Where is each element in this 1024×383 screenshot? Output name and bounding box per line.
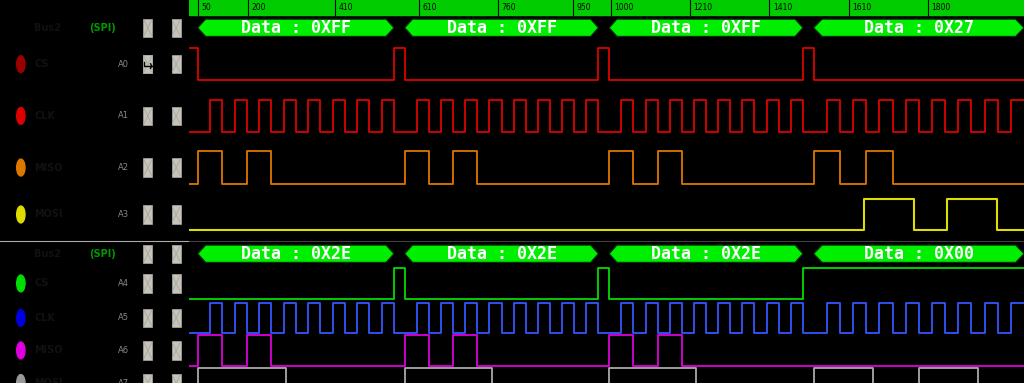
Text: Data : 0X2E: Data : 0X2E — [446, 245, 557, 263]
Text: Data : 0XFF: Data : 0XFF — [241, 19, 351, 37]
Bar — [143, 55, 153, 73]
Text: CS: CS — [34, 278, 48, 288]
Text: MOSI: MOSI — [34, 210, 62, 219]
Circle shape — [16, 275, 25, 292]
Text: Data : 0X00: Data : 0X00 — [864, 245, 974, 263]
Circle shape — [16, 108, 25, 124]
Polygon shape — [814, 245, 1024, 262]
Text: (SPI): (SPI) — [89, 23, 116, 33]
Circle shape — [16, 309, 25, 326]
Text: Bus2: Bus2 — [34, 23, 65, 33]
Text: Data : 0X27: Data : 0X27 — [864, 19, 974, 37]
Text: MOSI: MOSI — [34, 378, 62, 383]
Bar — [143, 18, 153, 37]
Text: A3: A3 — [118, 210, 129, 219]
Bar — [189, 0, 1024, 15]
Text: A7: A7 — [118, 378, 129, 383]
Text: 50: 50 — [201, 3, 211, 12]
Bar — [143, 106, 153, 125]
Text: 1800: 1800 — [932, 3, 950, 12]
Bar — [143, 159, 153, 177]
Text: 1410: 1410 — [773, 3, 792, 12]
Bar — [172, 374, 180, 383]
Bar — [172, 205, 180, 224]
Text: CLK: CLK — [34, 313, 55, 323]
Text: Data : 0X2E: Data : 0X2E — [651, 245, 761, 263]
Text: 1610: 1610 — [852, 3, 871, 12]
Bar — [172, 274, 180, 293]
Text: 950: 950 — [577, 3, 591, 12]
Text: MISO: MISO — [34, 345, 62, 355]
Bar — [172, 106, 180, 125]
Text: Data : 0X2E: Data : 0X2E — [241, 245, 351, 263]
Polygon shape — [814, 19, 1024, 36]
Polygon shape — [404, 19, 598, 36]
Text: Data : 0XFF: Data : 0XFF — [651, 19, 761, 37]
Polygon shape — [7, 242, 16, 265]
Text: Data : 0XFF: Data : 0XFF — [446, 19, 557, 37]
Text: MISO: MISO — [34, 162, 62, 173]
Bar — [143, 245, 153, 263]
Bar — [143, 341, 153, 360]
Text: A4: A4 — [118, 279, 128, 288]
Text: 1210: 1210 — [693, 3, 713, 12]
Polygon shape — [198, 245, 394, 262]
Text: A1: A1 — [118, 111, 128, 120]
Text: A5: A5 — [118, 313, 128, 322]
Bar — [143, 274, 153, 293]
Text: A6: A6 — [118, 346, 129, 355]
Polygon shape — [609, 245, 803, 262]
Text: CLK: CLK — [34, 111, 55, 121]
Circle shape — [16, 375, 25, 383]
Bar — [172, 159, 180, 177]
Text: 410: 410 — [339, 3, 353, 12]
Circle shape — [16, 56, 25, 72]
Bar — [172, 245, 180, 263]
Text: Bus2: Bus2 — [34, 249, 65, 259]
Bar — [143, 205, 153, 224]
Polygon shape — [609, 19, 803, 36]
Bar — [143, 309, 153, 327]
Polygon shape — [404, 245, 598, 262]
Bar — [172, 18, 180, 37]
Bar — [143, 55, 153, 73]
Circle shape — [16, 342, 25, 359]
Bar — [172, 309, 180, 327]
Polygon shape — [7, 16, 16, 39]
Text: A2: A2 — [118, 163, 128, 172]
Text: 760: 760 — [502, 3, 516, 12]
Text: 1000: 1000 — [614, 3, 634, 12]
Circle shape — [16, 159, 25, 176]
Circle shape — [16, 206, 25, 223]
Polygon shape — [198, 19, 394, 36]
Bar — [172, 55, 180, 73]
Text: 610: 610 — [422, 3, 437, 12]
Bar — [172, 341, 180, 360]
Text: (SPI): (SPI) — [89, 249, 116, 259]
Text: A0: A0 — [118, 60, 128, 69]
Text: 200: 200 — [251, 3, 265, 12]
Bar — [143, 374, 153, 383]
Text: CS: CS — [34, 59, 48, 69]
